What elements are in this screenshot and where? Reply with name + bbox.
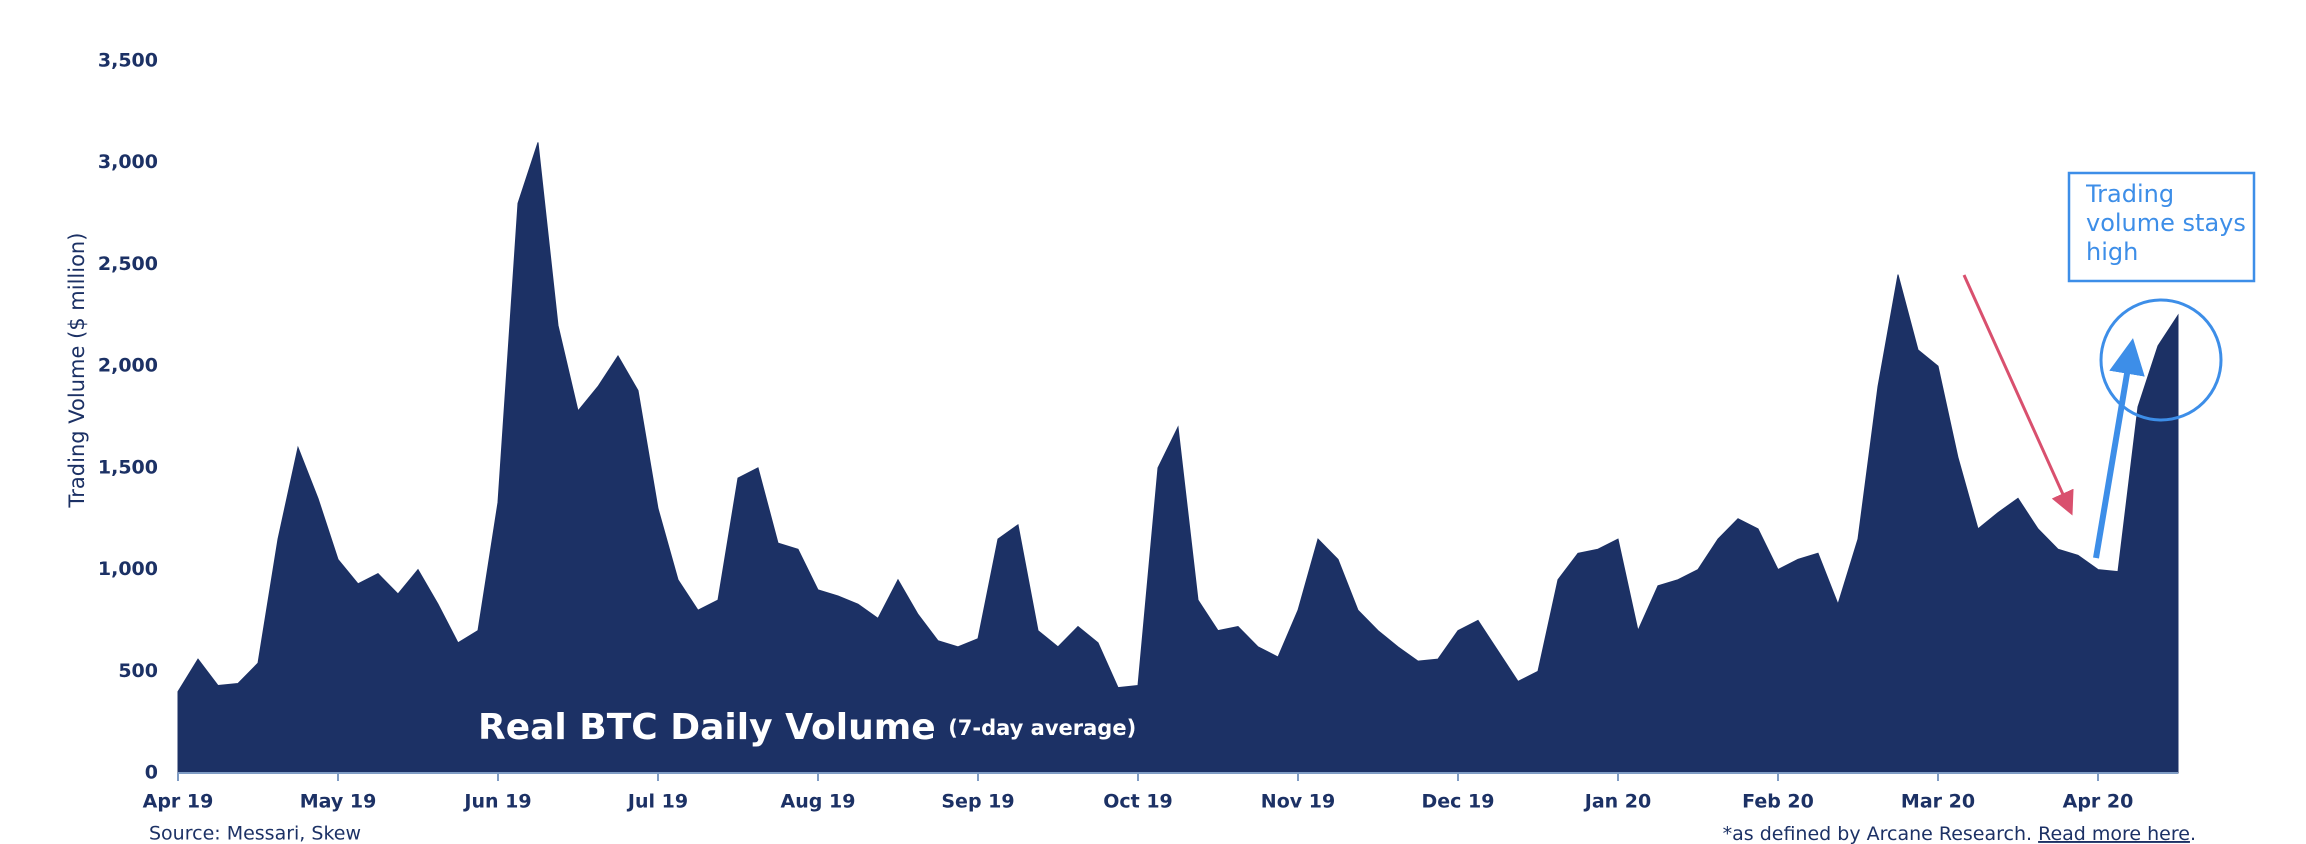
x-tick-label: Jan 20 bbox=[1583, 791, 1651, 813]
red-arrow bbox=[1962, 274, 2074, 516]
y-tick-label: 3,000 bbox=[98, 151, 158, 173]
x-tick-label: Sep 19 bbox=[941, 791, 1014, 813]
annotation-title: Real BTC Daily Volume bbox=[478, 707, 936, 748]
callout-wrap: Trading volume stays high bbox=[2086, 180, 2246, 266]
x-tick-label: Jun 19 bbox=[462, 791, 531, 813]
volume-area bbox=[177, 142, 2179, 774]
source: Source: Messari, Skew bbox=[149, 823, 361, 844]
y-tick-label: 0 bbox=[145, 762, 158, 784]
y-tick-label: 3,500 bbox=[98, 50, 158, 72]
blue-arrow bbox=[2093, 338, 2145, 559]
y-axis-label: Trading Volume ($ million) bbox=[65, 233, 89, 509]
x-tick-label: Apr 19 bbox=[143, 791, 214, 813]
callout-box bbox=[2067, 171, 2256, 283]
footnote: *as defined by Arcane Research. Read mor… bbox=[1723, 823, 2196, 844]
y-tick-label: 1,000 bbox=[98, 558, 158, 580]
read-more-link[interactable]: Read more here bbox=[2038, 823, 2190, 844]
footnote-text: *as defined by Arcane Research. bbox=[1723, 823, 2032, 844]
annotation-subtitle: (7-day average) bbox=[948, 716, 1136, 740]
callout-text: Trading volume stays high bbox=[2086, 180, 2246, 266]
x-tick-label: Apr 20 bbox=[2063, 791, 2134, 813]
footnote-end: . bbox=[2190, 823, 2196, 844]
x-tick-label: Aug 19 bbox=[781, 791, 856, 813]
highlight-circle bbox=[2099, 298, 2223, 422]
y-tick-label: 2,500 bbox=[98, 253, 158, 275]
y-tick-label: 2,000 bbox=[98, 355, 158, 377]
x-tick-label: Mar 20 bbox=[1901, 791, 1975, 813]
x-tick-label: May 19 bbox=[300, 791, 377, 813]
y-tick-label: 1,500 bbox=[98, 456, 158, 478]
x-tick-label: Jul 19 bbox=[626, 791, 688, 813]
y-tick-label: 500 bbox=[118, 660, 158, 682]
x-tick-label: Dec 19 bbox=[1422, 791, 1495, 813]
annotation: Real BTC Daily Volume (7-day average) bbox=[478, 707, 1136, 748]
x-tick-label: Feb 20 bbox=[1742, 791, 1814, 813]
x-tick-label: Nov 19 bbox=[1261, 791, 1335, 813]
x-tick-label: Oct 19 bbox=[1103, 791, 1173, 813]
